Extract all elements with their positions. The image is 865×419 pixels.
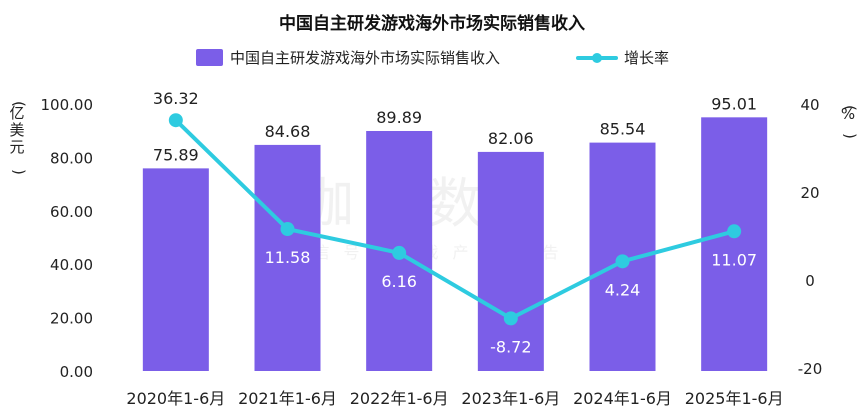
growth-point: [503, 311, 518, 326]
x-tick-label: 2022年1-6月: [350, 389, 449, 408]
growth-value-label: 6.16: [381, 272, 417, 291]
right-tick-label: 40: [800, 96, 819, 114]
bar-value-label: 95.01: [711, 94, 757, 113]
right-tick-label: 0: [805, 272, 815, 290]
left-axis-title: (亿美元): [9, 101, 28, 175]
bar: [254, 144, 321, 371]
chart-title: 中国自主研发游戏海外市场实际销售收入: [279, 13, 585, 34]
bar-value-label: 89.89: [376, 108, 422, 127]
left-tick-label: 40.00: [50, 256, 93, 274]
left-tick-label: 0.00: [60, 363, 93, 381]
growth-point: [727, 224, 742, 239]
bar-value-labels: 75.89 84.68 89.89 82.06 85.54 95.01: [153, 94, 757, 164]
legend-bar-label: 中国自主研发游戏海外市场实际销售收入: [230, 49, 500, 67]
line-series: [168, 113, 742, 326]
growth-value-label: -8.72: [490, 337, 531, 356]
x-tick-label: 2025年1-6月: [685, 389, 784, 408]
left-tick-label: 60.00: [50, 203, 93, 221]
bar-value-label: 75.89: [153, 145, 199, 164]
legend-line-label: 增长率: [624, 49, 669, 67]
growth-point: [615, 254, 630, 269]
growth-line: [173, 118, 737, 321]
right-axis-title: (%): [841, 105, 859, 139]
x-tick-label: 2023年1-6月: [461, 389, 560, 408]
bar-value-label: 85.54: [600, 120, 646, 139]
bar: [701, 117, 768, 371]
legend: 中国自主研发游戏海外市场实际销售收入 增长率: [196, 49, 669, 67]
legend-bar-swatch: [196, 49, 223, 66]
growth-point: [392, 245, 407, 260]
right-tick-label: -20: [798, 360, 823, 378]
x-tick-label: 2024年1-6月: [573, 389, 672, 408]
growth-value-label: 11.58: [265, 248, 311, 267]
growth-point: [280, 222, 295, 237]
left-tick-label: 80.00: [50, 149, 93, 167]
x-tick-label: 2021年1-6月: [238, 389, 337, 408]
growth-value-label: 36.32: [153, 89, 199, 108]
legend-line-marker: [592, 53, 602, 63]
right-axis-ticks: -20 0 20 40: [798, 96, 823, 378]
left-tick-label: 20.00: [50, 310, 93, 328]
x-axis-labels: 2020年1-6月 2021年1-6月 2022年1-6月 2023年1-6月 2024…: [126, 389, 783, 408]
bar: [477, 151, 544, 371]
left-axis-ticks: 0.00 20.00 40.00 60.00 80.00 100.00: [41, 96, 94, 381]
line-value-labels: 36.32 11.58 6.16 -8.72 4.24 11.07: [153, 89, 757, 356]
growth-point: [168, 113, 183, 128]
left-tick-label: 100.00: [41, 96, 94, 114]
bar-value-label: 82.06: [488, 129, 534, 148]
bar: [142, 168, 209, 371]
growth-value-label: 11.07: [711, 250, 757, 269]
right-tick-label: 20: [800, 184, 819, 202]
bar-value-label: 84.68: [265, 122, 311, 141]
growth-value-label: 4.24: [605, 280, 641, 299]
bar-series: [142, 117, 768, 371]
x-tick-label: 2020年1-6月: [126, 389, 225, 408]
